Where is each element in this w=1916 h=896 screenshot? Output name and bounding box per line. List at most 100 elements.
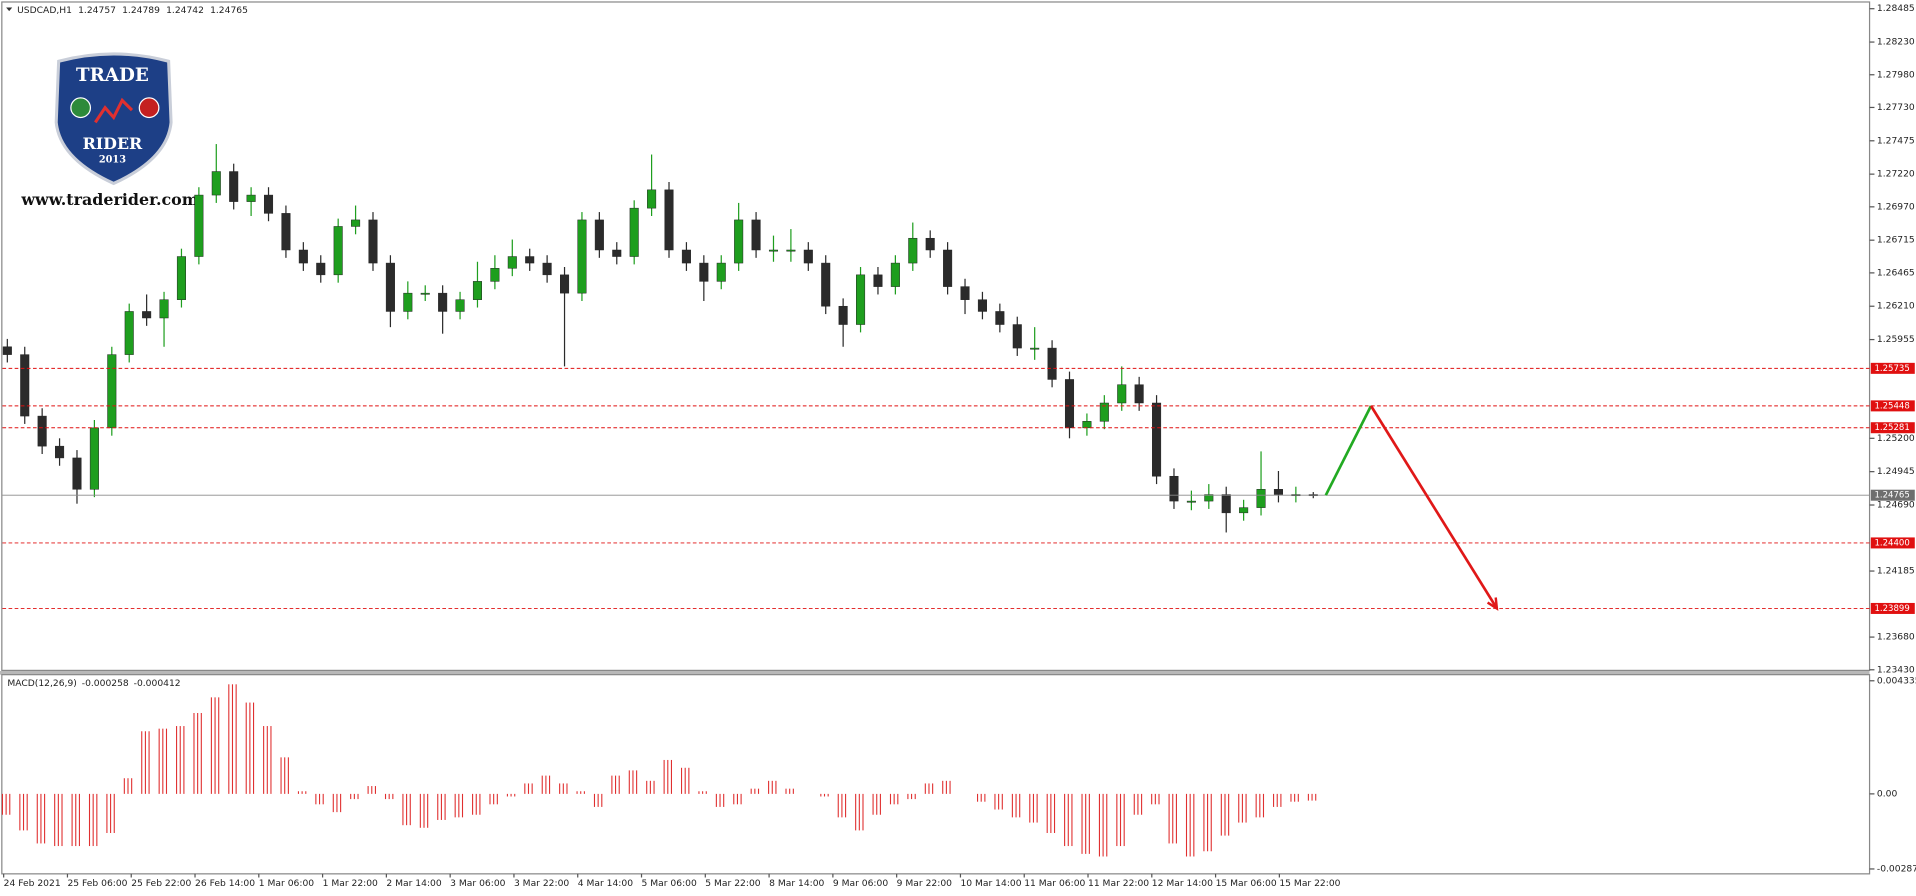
macd-y-tick-label: -0.002878 bbox=[1877, 863, 1916, 874]
candle-body bbox=[577, 219, 587, 294]
candle-body bbox=[786, 249, 796, 252]
candle-body bbox=[612, 249, 622, 257]
x-tick-label: 9 Mar 22:00 bbox=[897, 878, 952, 889]
y-tick-label: 1.25200 bbox=[1877, 433, 1915, 444]
header-value: MACD(12,26,9) bbox=[7, 678, 77, 689]
candle-body bbox=[925, 237, 935, 251]
x-tick-label: 1 Mar 22:00 bbox=[323, 878, 378, 889]
candle-body bbox=[1152, 402, 1162, 477]
header-value: 1.24757 bbox=[78, 4, 116, 15]
candle-body bbox=[124, 311, 134, 355]
current-price-box bbox=[1870, 489, 1915, 501]
candle-body bbox=[751, 219, 761, 251]
menu-arrow[interactable] bbox=[6, 7, 13, 12]
candle-body bbox=[1221, 494, 1231, 514]
x-tick-label: 25 Feb 06:00 bbox=[67, 878, 127, 889]
candle-body bbox=[629, 207, 639, 257]
candle-body bbox=[211, 171, 221, 196]
x-tick-label: 3 Mar 22:00 bbox=[514, 878, 569, 889]
candle-body bbox=[1012, 324, 1022, 349]
candle-body bbox=[142, 311, 152, 319]
logo-trend bbox=[94, 97, 134, 124]
forecast-segment bbox=[1324, 405, 1373, 496]
candle-body bbox=[1186, 500, 1196, 503]
candle-body bbox=[72, 457, 82, 490]
candle-body bbox=[1169, 475, 1179, 502]
candle-body bbox=[838, 305, 848, 325]
candle-body bbox=[438, 292, 448, 312]
logo-url[interactable]: www.traderider.com bbox=[20, 190, 198, 209]
x-tick-label: 24 Feb 2021 bbox=[4, 878, 61, 889]
candle-body bbox=[1256, 489, 1266, 508]
y-tick-label: 1.26715 bbox=[1877, 235, 1915, 246]
candle-body bbox=[263, 194, 274, 214]
price-panel-frame bbox=[1, 1, 1871, 672]
y-tick-label: 1.23430 bbox=[1877, 664, 1915, 675]
header-value: 1.24789 bbox=[122, 4, 160, 15]
logo-bull bbox=[70, 97, 92, 119]
candle-body bbox=[542, 262, 552, 276]
candle-body bbox=[89, 427, 99, 490]
header-value: 1.24765 bbox=[210, 4, 248, 15]
x-tick-label: 12 Mar 14:00 bbox=[1152, 878, 1213, 889]
x-tick-label: 1 Mar 06:00 bbox=[259, 878, 314, 889]
candle-body bbox=[316, 262, 326, 276]
level-label: 1.23899 bbox=[1874, 604, 1909, 614]
y-tick-label: 1.24690 bbox=[1877, 500, 1915, 511]
candle-body bbox=[490, 268, 500, 282]
candle-body bbox=[716, 262, 726, 282]
candle-body bbox=[803, 249, 813, 264]
x-tick-label: 5 Mar 22:00 bbox=[705, 878, 760, 889]
candle-body bbox=[229, 171, 239, 202]
candle-body bbox=[2, 346, 12, 355]
logo-bear bbox=[138, 97, 160, 119]
level-label: 1.25448 bbox=[1874, 401, 1909, 411]
candle-body bbox=[1099, 402, 1109, 422]
candle-body bbox=[1082, 421, 1092, 429]
header-value: -0.000412 bbox=[134, 678, 181, 689]
level-label-box bbox=[1870, 400, 1915, 412]
panel-separator bbox=[0, 671, 1870, 675]
candle-body bbox=[298, 249, 308, 264]
candle-body bbox=[1117, 384, 1127, 404]
candle-body bbox=[107, 354, 117, 429]
candle-body bbox=[873, 274, 883, 287]
candle-body bbox=[943, 249, 953, 287]
y-tick-label: 1.27475 bbox=[1877, 135, 1915, 146]
logo-year: 2013 bbox=[99, 155, 126, 166]
candle-body bbox=[525, 256, 535, 264]
candle-body bbox=[351, 219, 361, 227]
candle-body bbox=[246, 194, 256, 202]
candle-body bbox=[472, 281, 482, 300]
candle-body bbox=[20, 354, 30, 417]
chart-header: USDCAD,H1 1.24757 1.24789 1.24742 1.24765 bbox=[17, 4, 248, 15]
candle-body bbox=[1239, 507, 1249, 514]
x-tick-label: 11 Mar 06:00 bbox=[1024, 878, 1085, 889]
y-tick-label: 1.25955 bbox=[1877, 334, 1915, 345]
candle-body bbox=[995, 311, 1005, 325]
y-tick-label: 1.26970 bbox=[1877, 201, 1915, 212]
candle-body bbox=[507, 256, 517, 269]
logo: TRADE RIDER 2013 www.traderider.com bbox=[20, 52, 199, 209]
candle-body bbox=[420, 292, 430, 295]
candle-body bbox=[768, 249, 779, 252]
header-value: 1.24742 bbox=[166, 4, 204, 15]
candle-body bbox=[699, 262, 709, 282]
candle-body bbox=[664, 189, 674, 251]
x-tick-label: 9 Mar 06:00 bbox=[833, 878, 888, 889]
level-label-box bbox=[1870, 362, 1915, 374]
candle-body bbox=[368, 219, 378, 264]
candle-body bbox=[890, 262, 900, 287]
y-tick-label: 1.26465 bbox=[1877, 267, 1915, 278]
candle-body bbox=[1204, 494, 1214, 502]
level-label: 1.25281 bbox=[1874, 423, 1909, 433]
level-label: 1.24400 bbox=[1874, 538, 1909, 548]
macd-panel-frame bbox=[1, 674, 1871, 875]
candle-body bbox=[403, 292, 413, 312]
candle-body bbox=[856, 274, 866, 325]
x-tick-label: 8 Mar 14:00 bbox=[769, 878, 824, 889]
candle-body bbox=[908, 237, 918, 264]
y-tick-label: 1.24185 bbox=[1877, 566, 1915, 577]
y-tick-label: 1.27730 bbox=[1877, 102, 1915, 113]
